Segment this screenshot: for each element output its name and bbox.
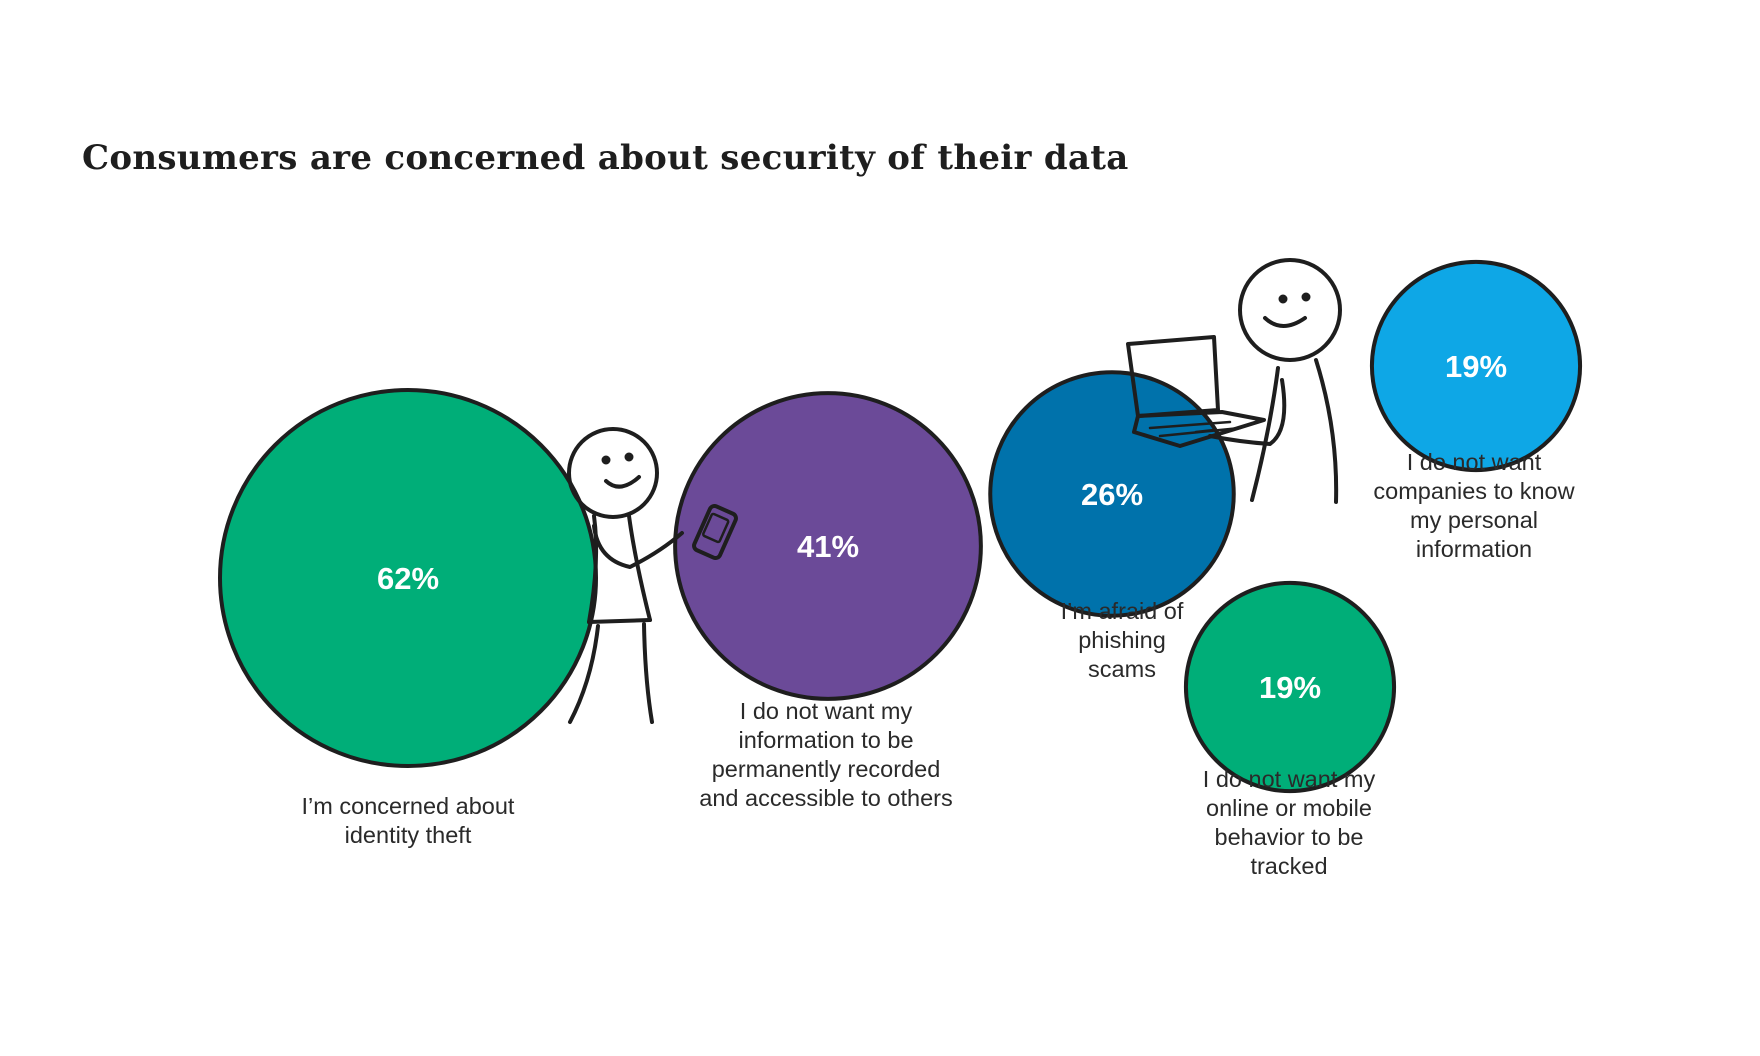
chart-title: Consumers are concerned about security o… bbox=[82, 138, 1129, 178]
caption-behavior-tracked: I do not want my online or mobile behavi… bbox=[1202, 766, 1376, 879]
caption-companies-personal-info: I do not want companies to know my perso… bbox=[1373, 449, 1575, 562]
value-label-permanently-recorded: 41% bbox=[797, 529, 859, 564]
stick-figure-laptop-illustration bbox=[1126, 258, 1342, 504]
bubbles-layer: 62% 41% 26% 19% 19% bbox=[218, 259, 1583, 794]
value-label-identity-theft: 62% bbox=[377, 561, 439, 596]
caption-permanently-recorded: I do not want my information to be perma… bbox=[699, 698, 953, 811]
bubble-companies-personal-info bbox=[1369, 259, 1583, 473]
stick-figure-phone-illustration bbox=[567, 427, 738, 724]
phone-icon bbox=[692, 503, 738, 561]
value-label-companies-personal-info: 19% bbox=[1445, 349, 1507, 384]
bubble-phishing-scams bbox=[988, 370, 1236, 618]
caption-phishing-scams: I’m afraid of phishing scams bbox=[1060, 598, 1184, 682]
caption-identity-theft: I’m concerned about identity theft bbox=[301, 793, 515, 848]
bubble-permanently-recorded bbox=[673, 391, 983, 701]
value-label-phishing-scams: 26% bbox=[1081, 477, 1143, 512]
laptop-icon bbox=[1126, 335, 1266, 448]
bubble-behavior-tracked bbox=[1183, 580, 1397, 794]
value-label-behavior-tracked: 19% bbox=[1259, 670, 1321, 705]
